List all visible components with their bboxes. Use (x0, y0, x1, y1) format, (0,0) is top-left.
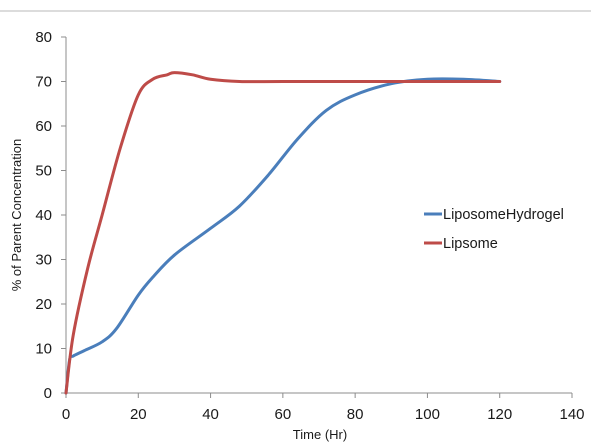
y-tick-label: 70 (35, 74, 52, 91)
y-tick-label: 30 (35, 252, 52, 269)
x-axis-title: Time (Hr) (293, 427, 347, 442)
series-line-1 (64, 71, 502, 395)
legend-label: LiposomeHydrogel (443, 207, 564, 223)
y-tick-label: 80 (35, 29, 52, 46)
x-tick-label: 100 (415, 406, 440, 423)
x-tick-label: 60 (275, 406, 292, 423)
x-tick-label: 80 (347, 406, 364, 423)
legend-label: Lipsome (443, 236, 498, 252)
y-tick-label: 0 (44, 385, 52, 402)
y-axis-title: % of Parent Concentration (9, 139, 24, 291)
x-axis-ticks: 0 20 40 60 80 100 120 140 (62, 393, 585, 423)
x-tick-label: 140 (559, 406, 584, 423)
x-tick-label: 0 (62, 406, 70, 423)
y-tick-label: 10 (35, 341, 52, 358)
x-tick-label: 40 (202, 406, 219, 423)
x-tick-label: 20 (130, 406, 147, 423)
legend: LiposomeHydrogel Lipsome (424, 207, 564, 252)
y-tick-label: 50 (35, 163, 52, 180)
series-layer (64, 71, 502, 395)
x-tick-label: 120 (487, 406, 512, 423)
y-axis-ticks: 0 10 20 30 40 50 60 70 80 (35, 29, 66, 402)
y-tick-label: 20 (35, 296, 52, 313)
series-line-0 (64, 77, 502, 395)
y-tick-label: 40 (35, 207, 52, 224)
y-tick-label: 60 (35, 118, 52, 135)
